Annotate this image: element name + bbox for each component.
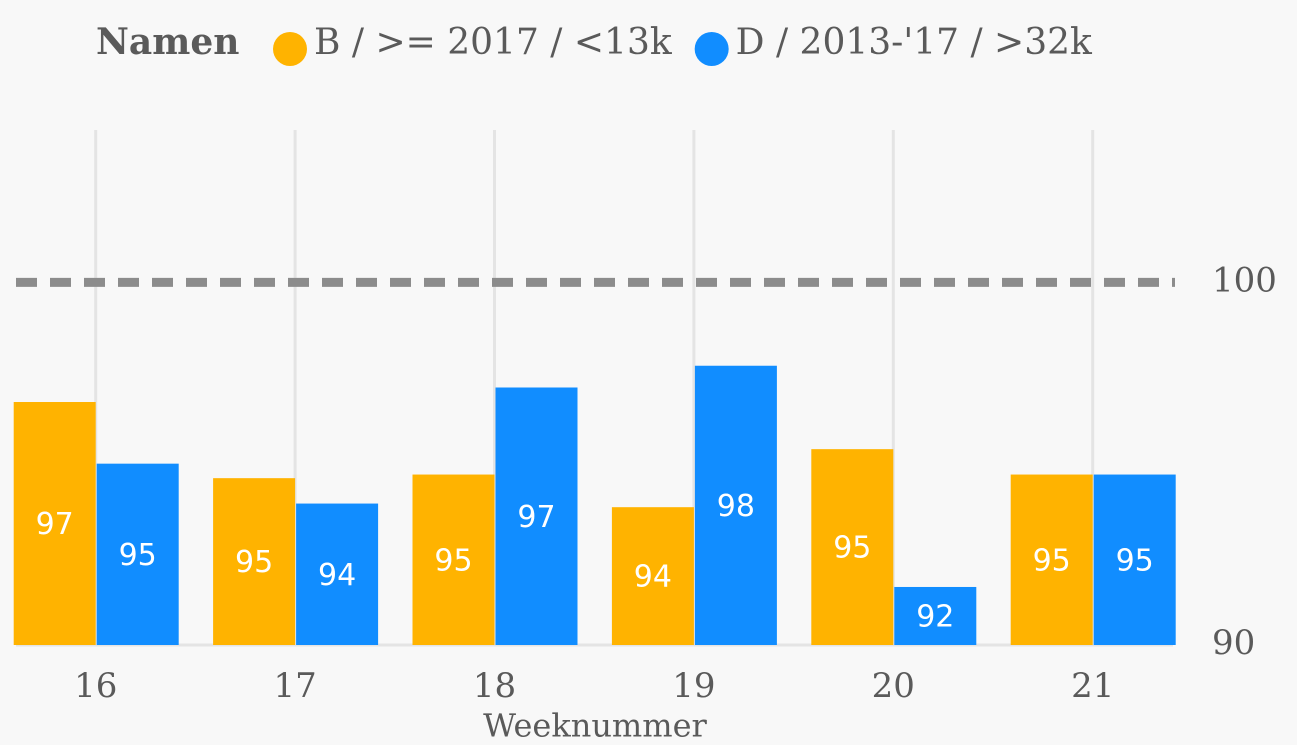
data-label: 98 xyxy=(717,489,755,524)
data-label: 95 xyxy=(833,531,871,566)
bar xyxy=(1010,474,1093,645)
x-tick-label: 18 xyxy=(473,666,516,706)
bar xyxy=(1093,474,1176,645)
data-label: 95 xyxy=(1116,543,1154,578)
bar xyxy=(694,365,777,645)
data-label: 95 xyxy=(434,543,472,578)
legend-title: Namen xyxy=(96,21,239,63)
x-tick-label: 16 xyxy=(74,666,117,706)
bar xyxy=(96,463,179,645)
bar xyxy=(894,586,977,645)
y-tick-label: 90 xyxy=(1212,623,1255,663)
bar xyxy=(213,478,296,645)
data-label: 97 xyxy=(36,507,74,542)
data-label: 94 xyxy=(318,558,356,593)
x-axis-label: Weeknummer xyxy=(483,707,707,745)
data-label: 95 xyxy=(235,545,273,580)
legend-marker xyxy=(273,32,307,66)
data-label: 92 xyxy=(916,599,954,634)
x-tick-label: 17 xyxy=(273,666,316,706)
data-label: 97 xyxy=(517,500,555,535)
bar xyxy=(13,402,96,645)
x-tick-label: 19 xyxy=(672,666,715,706)
x-tick-label: 21 xyxy=(1071,666,1114,706)
bar xyxy=(296,503,379,645)
x-tick-label: 20 xyxy=(872,666,915,706)
legend-marker xyxy=(694,32,729,66)
bar xyxy=(495,387,578,645)
legend-label: D / 2013-'17 / >32k xyxy=(736,22,1093,63)
y-tick-label: 100 xyxy=(1212,260,1277,300)
data-label: 95 xyxy=(119,538,157,573)
data-label: 95 xyxy=(1033,543,1071,578)
bar xyxy=(412,474,495,645)
data-label: 94 xyxy=(634,560,672,595)
legend-label: B / >= 2017 / <13k xyxy=(314,22,673,63)
bar xyxy=(811,449,894,645)
bar xyxy=(611,507,694,645)
